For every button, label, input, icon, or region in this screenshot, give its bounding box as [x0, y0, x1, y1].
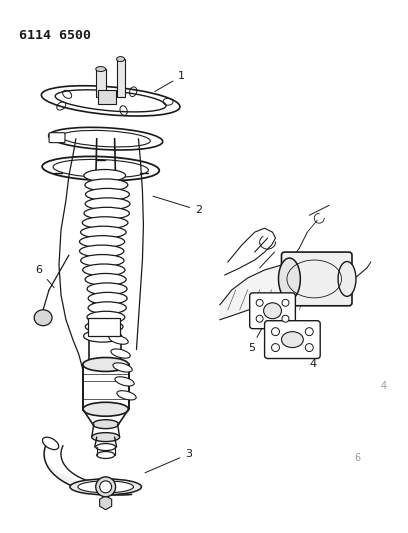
Ellipse shape — [113, 297, 119, 302]
FancyBboxPatch shape — [88, 318, 120, 336]
FancyBboxPatch shape — [49, 133, 65, 143]
Text: 4: 4 — [381, 381, 387, 391]
Ellipse shape — [80, 236, 125, 248]
Ellipse shape — [305, 344, 313, 352]
Ellipse shape — [338, 262, 356, 296]
Ellipse shape — [87, 311, 125, 323]
Text: 6114 6500: 6114 6500 — [19, 29, 91, 42]
FancyBboxPatch shape — [250, 293, 295, 329]
Ellipse shape — [88, 302, 126, 314]
Ellipse shape — [85, 198, 130, 210]
FancyBboxPatch shape — [96, 69, 106, 97]
Ellipse shape — [279, 258, 300, 300]
Ellipse shape — [83, 358, 129, 372]
Polygon shape — [220, 263, 317, 320]
Ellipse shape — [272, 328, 279, 336]
Ellipse shape — [282, 315, 289, 322]
Text: 5: 5 — [248, 317, 268, 352]
Ellipse shape — [42, 156, 159, 181]
Ellipse shape — [78, 481, 133, 493]
Ellipse shape — [272, 344, 279, 352]
Ellipse shape — [100, 481, 112, 493]
Ellipse shape — [49, 127, 163, 150]
Ellipse shape — [109, 335, 128, 344]
Text: 6: 6 — [35, 265, 54, 288]
Ellipse shape — [282, 300, 289, 306]
Ellipse shape — [89, 360, 121, 369]
Ellipse shape — [256, 300, 263, 306]
Ellipse shape — [88, 293, 127, 304]
Text: 2: 2 — [153, 196, 202, 215]
Ellipse shape — [85, 321, 123, 333]
Ellipse shape — [85, 273, 126, 285]
Ellipse shape — [111, 349, 130, 358]
Ellipse shape — [84, 207, 129, 219]
FancyBboxPatch shape — [264, 321, 320, 359]
Ellipse shape — [117, 56, 124, 62]
Ellipse shape — [111, 301, 121, 309]
Ellipse shape — [53, 159, 149, 177]
Text: 4: 4 — [296, 346, 316, 369]
Ellipse shape — [113, 363, 132, 372]
FancyBboxPatch shape — [282, 252, 352, 306]
Ellipse shape — [82, 217, 128, 229]
Ellipse shape — [89, 330, 121, 341]
Ellipse shape — [84, 330, 122, 342]
Ellipse shape — [117, 391, 136, 400]
FancyBboxPatch shape — [98, 90, 115, 104]
Ellipse shape — [70, 479, 142, 495]
Text: 6: 6 — [354, 453, 360, 463]
FancyBboxPatch shape — [117, 59, 124, 97]
Ellipse shape — [61, 131, 150, 147]
Ellipse shape — [305, 328, 313, 336]
Ellipse shape — [34, 310, 52, 326]
Ellipse shape — [41, 86, 180, 116]
Ellipse shape — [264, 303, 282, 319]
Ellipse shape — [80, 226, 126, 238]
Ellipse shape — [96, 477, 115, 497]
Ellipse shape — [83, 264, 125, 276]
Ellipse shape — [85, 179, 128, 191]
Ellipse shape — [80, 245, 124, 257]
Ellipse shape — [42, 437, 59, 450]
Ellipse shape — [83, 402, 129, 416]
Ellipse shape — [115, 377, 134, 386]
Ellipse shape — [92, 433, 120, 441]
Ellipse shape — [55, 90, 166, 112]
Ellipse shape — [256, 315, 263, 322]
Ellipse shape — [93, 419, 119, 429]
Ellipse shape — [87, 283, 127, 295]
Text: 1: 1 — [155, 71, 185, 92]
Text: 3: 3 — [145, 449, 192, 473]
Ellipse shape — [81, 255, 124, 266]
Ellipse shape — [86, 188, 129, 200]
Ellipse shape — [282, 332, 303, 348]
Ellipse shape — [96, 67, 106, 71]
Ellipse shape — [84, 169, 126, 181]
